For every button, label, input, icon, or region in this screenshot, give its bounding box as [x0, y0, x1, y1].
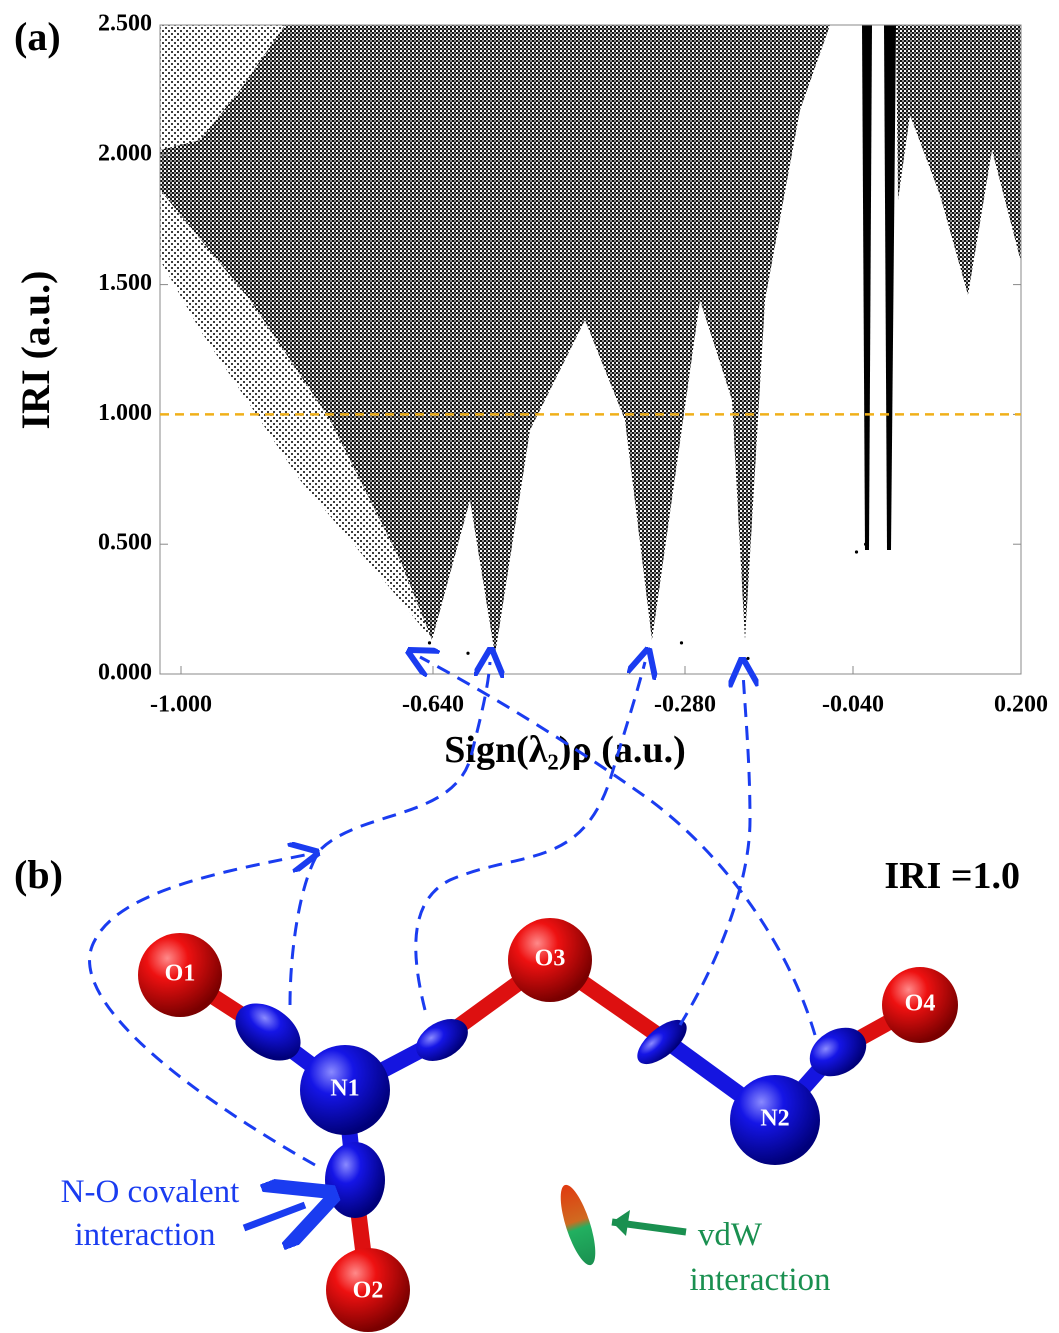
y-tick-label: 2.500 [98, 11, 152, 37]
point [864, 542, 868, 546]
annotation: vdW [698, 1217, 763, 1253]
y-tick-label: 0.500 [98, 530, 152, 556]
x-axis-label: Sign(λ₂)ρ (a.u.) [444, 729, 685, 771]
isovalue: IRI =1.0 [884, 855, 1020, 897]
y-tick-label: 2.000 [98, 140, 152, 166]
panel-label: (a) [14, 14, 61, 59]
y-tick-label: 1.500 [98, 270, 152, 296]
point [746, 656, 750, 661]
point [427, 641, 432, 645]
y-tick-label: 0.000 [98, 660, 152, 686]
atom-label: O2 [353, 1278, 384, 1304]
y-axis-label: IRI (a.u.) [13, 271, 58, 430]
point [466, 651, 470, 655]
atom-label: O4 [905, 991, 936, 1017]
vdw-isosurface [560, 1184, 596, 1266]
y-tick-label: 1.000 [98, 400, 152, 426]
atom-label: N2 [760, 1106, 789, 1132]
vdw-arrow-head [612, 1210, 630, 1236]
x-tick-label: 0.200 [994, 692, 1048, 718]
annotation: N-O covalent [61, 1174, 240, 1210]
plot-frame [159, 24, 1022, 675]
atom-label: O3 [535, 946, 566, 972]
x-tick-label: -0.040 [822, 692, 884, 718]
point [679, 641, 684, 645]
x-tick-label: -1.000 [150, 692, 212, 718]
panel-label: (b) [14, 852, 63, 897]
atom-label: N1 [330, 1076, 359, 1102]
x-tick-label: -0.280 [654, 692, 716, 718]
atoms [138, 918, 958, 1332]
connector-arrows [88, 657, 817, 1167]
covalent-isosurfaces [235, 1003, 867, 1218]
x-tick-label: -0.640 [402, 692, 464, 718]
atom-label: O1 [165, 961, 196, 987]
scatter-cloud [160, 25, 1021, 655]
annotation: interaction [74, 1217, 215, 1253]
covalent-arrow [242, 1205, 305, 1228]
point [854, 550, 859, 554]
annotation: interaction [689, 1262, 830, 1298]
